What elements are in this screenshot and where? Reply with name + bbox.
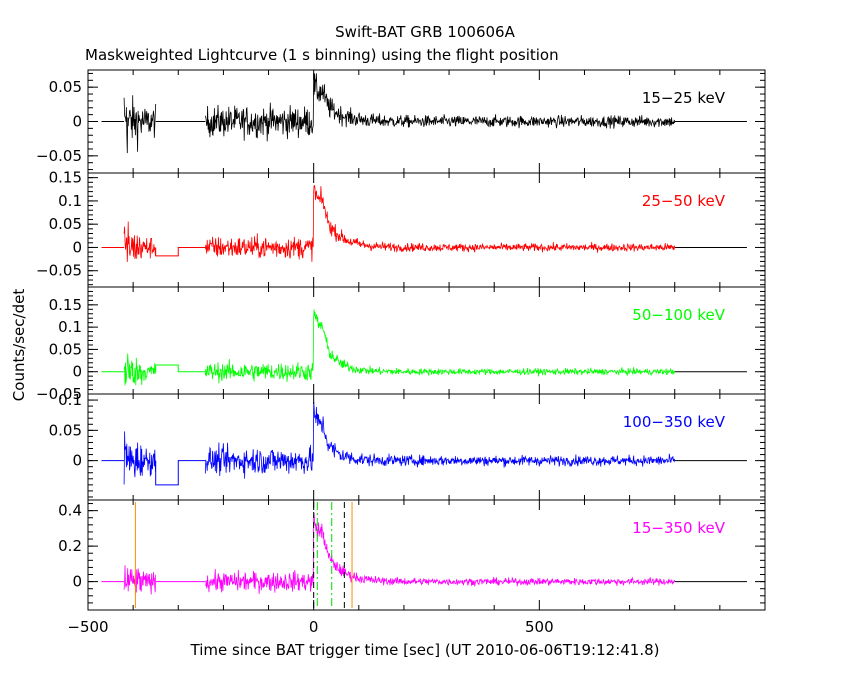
y-tick-label: −0.05: [36, 385, 82, 403]
gap-step: [155, 246, 206, 257]
series-line-2: [204, 185, 676, 262]
gap-step: [155, 460, 206, 486]
y-tick-label: 0.2: [58, 537, 82, 555]
panels-group: 0.05 0 −0.05 15−25 keV 0.15 0.1 0.05 0 −0.05 25−5…: [36, 69, 766, 636]
panel-frame: [87, 499, 766, 611]
chart-title: Swift-BAT GRB 100606A: [335, 23, 515, 41]
x-tick-label: −500: [67, 618, 108, 636]
series-line-2: [205, 513, 676, 594]
y-tick-label: 0.05: [49, 421, 82, 439]
band-label: 50−100 keV: [632, 306, 725, 324]
series-line-2: [204, 309, 676, 384]
series-line-2: [204, 401, 676, 479]
y-tick-label: 0: [72, 573, 82, 591]
y-tick-label: 0.15: [49, 296, 82, 314]
series-line-1: [123, 221, 157, 262]
band-label: 15−25 keV: [642, 89, 726, 107]
series-line-1: [123, 431, 157, 485]
panel-5: 0.4 0.2 0 15−350 keV: [58, 499, 766, 611]
x-tick-label: 0: [309, 618, 319, 636]
band-label: 15−350 keV: [632, 519, 725, 537]
y-tick-label: 0.1: [58, 391, 82, 409]
y-tick-label: 0: [72, 363, 82, 381]
y-tick-label: −0.05: [36, 262, 82, 280]
y-tick-label: −0.05: [36, 147, 82, 165]
series-line-1: [123, 565, 157, 595]
y-tick-label: 0.1: [58, 192, 82, 210]
chart-subtitle: Maskweighted Lightcurve (1 s binning) us…: [85, 46, 559, 64]
y-tick-label: 0.4: [58, 502, 82, 520]
series-line-2: [204, 73, 676, 142]
x-tick-label: 500: [525, 618, 554, 636]
y-tick-label: 0.15: [49, 169, 82, 187]
y-tick-label: 0: [72, 452, 82, 470]
band-label: 25−50 keV: [642, 192, 726, 210]
y-axis-label: Counts/sec/det: [10, 289, 28, 402]
y-tick-label: 0.05: [49, 215, 82, 233]
y-tick-label: 0.1: [58, 318, 82, 336]
y-tick-label: 0.05: [49, 340, 82, 358]
y-tick-label: 0: [72, 113, 82, 131]
y-tick-label: 0.05: [49, 78, 82, 96]
gap-step: [155, 364, 206, 373]
series-line-1: [123, 95, 157, 154]
panel-1: 0.05 0 −0.05 15−25 keV: [36, 69, 766, 174]
band-label: 100−350 keV: [623, 413, 726, 431]
y-tick-label: 0: [72, 238, 82, 256]
x-axis-label: Time since BAT trigger time [sec] (UT 20…: [190, 641, 660, 659]
series-line-1: [123, 353, 156, 386]
